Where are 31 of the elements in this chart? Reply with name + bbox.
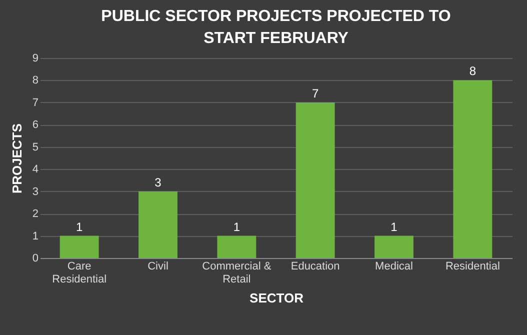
x-tick-label: Care Residential <box>52 260 107 286</box>
data-label: 1 <box>233 220 240 234</box>
bar <box>453 80 492 258</box>
data-label: 8 <box>469 64 476 78</box>
data-label: 1 <box>390 220 398 234</box>
x-tick-label: Civil <box>148 260 168 272</box>
data-label: 7 <box>312 86 319 100</box>
y-tick-label: 6 <box>32 119 38 132</box>
x-tick-label: Education <box>290 260 340 272</box>
chart-title: PUBLIC SECTOR PROJECTS PROJECTED TO START FEBRUARY <box>101 8 451 47</box>
y-tick-label: 4 <box>32 164 38 176</box>
y-tick-label: 3 <box>32 186 38 198</box>
bar <box>217 236 256 258</box>
y-tick-label: 7 <box>32 96 38 109</box>
bar <box>138 191 178 258</box>
x-tick-label: Commercial & Retail <box>202 260 272 286</box>
x-tick-label: Residential <box>445 260 500 272</box>
x-tick-label: Medical <box>375 260 413 272</box>
y-tick-label: 9 <box>32 52 38 64</box>
bar <box>60 236 99 258</box>
data-label: 3 <box>154 175 162 190</box>
bar <box>374 236 414 258</box>
bar <box>296 102 335 258</box>
y-tick-label: 8 <box>32 74 38 87</box>
y-tick-label: 2 <box>32 208 38 220</box>
y-tick-label: 1 <box>32 230 38 242</box>
y-axis-title: PROJECTS <box>9 123 24 194</box>
y-tick-label: 5 <box>32 141 38 154</box>
data-label: 1 <box>76 220 83 234</box>
y-tick-label: 0 <box>32 252 38 264</box>
x-axis-title: SECTOR <box>250 290 304 306</box>
